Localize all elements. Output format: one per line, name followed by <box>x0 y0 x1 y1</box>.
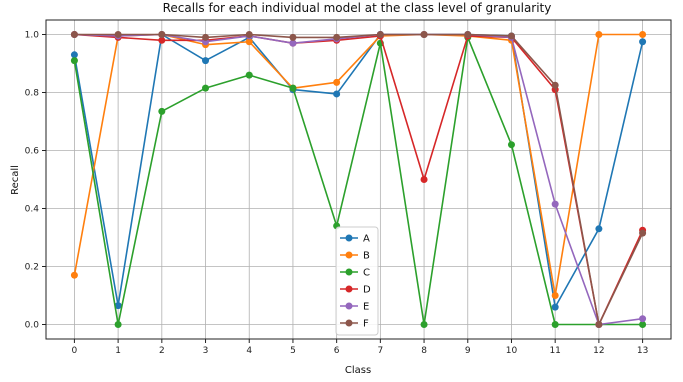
x-axis-label: Class <box>345 365 371 376</box>
x-tick-label: 0 <box>72 346 78 356</box>
series-line <box>73 33 644 308</box>
data-point <box>245 38 253 46</box>
grid-lines <box>46 20 671 339</box>
series-line <box>74 33 644 326</box>
x-tick-label: 8 <box>421 346 427 356</box>
data-point <box>420 321 428 328</box>
y-tick-label: 0.4 <box>25 205 40 215</box>
data-point <box>551 321 559 328</box>
legend-swatch-marker <box>345 268 353 276</box>
data-point <box>70 57 78 65</box>
legend-label: E <box>363 302 369 313</box>
legend-item-a: A <box>340 234 370 245</box>
data-point <box>114 321 122 328</box>
data-point <box>551 81 559 89</box>
data-point <box>114 302 122 310</box>
legend-label: D <box>363 285 371 296</box>
data-point <box>595 31 603 38</box>
data-point <box>158 107 166 115</box>
data-point <box>158 36 166 44</box>
legend-item-d: D <box>340 285 371 296</box>
x-tick-label: 12 <box>593 346 604 356</box>
data-point <box>420 176 428 183</box>
legend-swatch-marker <box>345 285 353 293</box>
data-point <box>114 31 122 38</box>
data-point <box>245 31 253 38</box>
data-point <box>70 51 78 59</box>
y-tick-label: 0.0 <box>25 321 40 331</box>
series-line <box>73 36 643 326</box>
data-point <box>551 303 559 311</box>
data-point <box>507 32 515 40</box>
data-point <box>507 141 515 149</box>
plot-frame <box>45 19 672 340</box>
legend-item-c: C <box>340 268 370 279</box>
data-point <box>202 57 210 65</box>
data-point <box>289 33 297 41</box>
legend-label: A <box>363 234 370 245</box>
y-tick-label: 0.8 <box>25 89 40 99</box>
x-tick-label: 9 <box>465 346 471 356</box>
data-point <box>376 31 384 38</box>
data-point <box>551 200 559 208</box>
legend-swatch-marker <box>345 251 353 259</box>
x-tick-label: 6 <box>334 346 340 356</box>
data-point <box>420 31 428 38</box>
series-line <box>74 33 644 326</box>
data-point <box>639 31 647 38</box>
data-point <box>595 225 603 233</box>
x-axis: 0 1 2 3 4 5 6 7 8 9 10 11 12 13 <box>72 339 648 356</box>
data-point <box>595 321 603 328</box>
data-point <box>639 38 647 46</box>
legend-item-f: F <box>340 319 369 330</box>
y-tick-label: 0.2 <box>25 263 39 273</box>
data-point <box>202 33 210 41</box>
x-tick-label: 11 <box>549 346 560 356</box>
data-point <box>333 90 341 98</box>
x-tick-label: 10 <box>506 346 518 356</box>
legend-item-b: B <box>340 251 370 262</box>
series-f <box>70 31 647 328</box>
data-point <box>245 71 253 79</box>
y-tick-label: 0.6 <box>25 147 40 157</box>
data-point <box>551 292 559 299</box>
x-tick-label: 1 <box>115 346 121 356</box>
series-c <box>70 33 647 328</box>
data-point <box>70 31 78 38</box>
legend-swatch-marker <box>345 319 353 327</box>
series-lines <box>70 31 647 328</box>
data-point <box>289 84 297 92</box>
x-tick-label: 2 <box>159 346 165 356</box>
data-point <box>289 39 297 47</box>
x-tick-label: 7 <box>377 346 383 356</box>
data-point <box>639 321 647 328</box>
data-point <box>639 315 647 323</box>
chart-title: Recalls for each individual model at the… <box>163 1 552 15</box>
legend-box <box>335 226 379 336</box>
y-tick-label: 1.0 <box>25 31 40 41</box>
data-point <box>639 229 647 237</box>
x-tick-label: 5 <box>290 346 296 356</box>
x-tick-label: 3 <box>203 346 209 356</box>
data-point <box>464 31 472 38</box>
legend-label: C <box>363 268 370 279</box>
legend-swatch-marker <box>345 234 353 242</box>
data-point <box>158 31 166 38</box>
data-point <box>202 84 210 92</box>
legend-swatch-marker <box>345 302 353 310</box>
legend-label: F <box>363 319 369 330</box>
data-point <box>333 78 341 86</box>
x-tick-label: 13 <box>637 346 648 356</box>
data-point <box>70 271 78 279</box>
data-point <box>333 33 341 41</box>
y-axis-label: Recall <box>10 165 21 195</box>
y-axis: 0.0 0.2 0.4 0.6 0.8 1.0 <box>25 31 46 331</box>
legend-label: B <box>363 251 370 262</box>
legend-item-e: E <box>340 302 369 313</box>
x-tick-label: 4 <box>246 346 252 356</box>
